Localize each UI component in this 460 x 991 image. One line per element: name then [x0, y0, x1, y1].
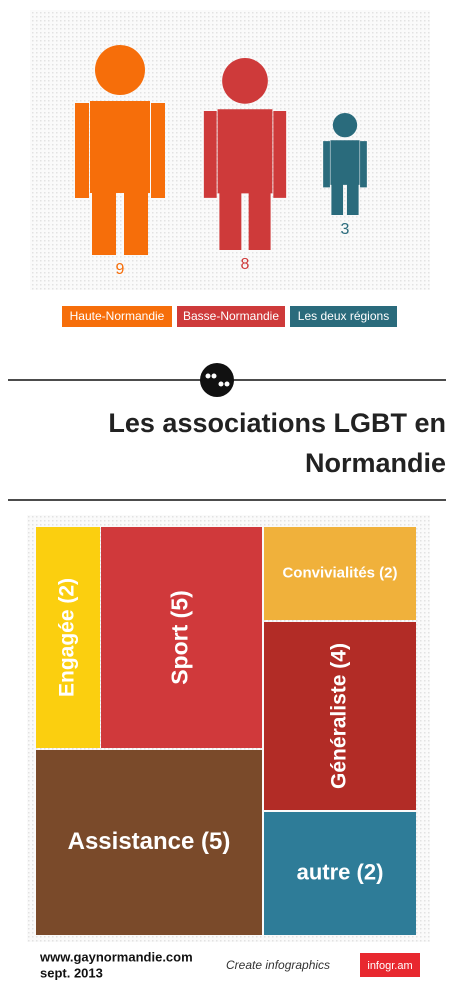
- cell-label: Généraliste (4): [328, 643, 351, 789]
- footer-brand: infogr.am: [367, 960, 412, 972]
- treemap-cell: [36, 527, 100, 748]
- treemap-cell: [264, 527, 416, 620]
- footer-site: www.gaynormandie.com: [39, 949, 193, 964]
- value-label: 9: [116, 261, 125, 278]
- person: [203, 57, 287, 250]
- legend-swatch: [177, 306, 285, 327]
- footer-date: sept. 2013: [40, 965, 103, 980]
- cell-label: Engagée (2): [56, 578, 79, 697]
- cell-label: autre (2): [297, 859, 384, 884]
- legend-label: Haute-Normandie: [70, 309, 165, 323]
- footer-credit: Create infographics: [226, 958, 330, 972]
- person: [75, 44, 165, 255]
- legend-swatch: [62, 306, 172, 327]
- brand-badge: [360, 953, 420, 977]
- legend-label: Les deux régions: [298, 309, 389, 323]
- quote-icon: [200, 363, 234, 397]
- cell-label: Sport (5): [167, 590, 193, 685]
- cell-label: Convivialités (2): [282, 564, 397, 581]
- title-line: Les associations LGBT en: [108, 408, 446, 438]
- treemap-cell: [101, 527, 262, 748]
- cell-label: Assistance (5): [68, 828, 231, 855]
- value-label: 3: [341, 221, 350, 238]
- person: [323, 112, 367, 215]
- value-label: 8: [241, 256, 250, 273]
- legend-swatch: [290, 306, 397, 327]
- treemap-cell: [36, 750, 262, 935]
- title-line: Normandie: [305, 448, 446, 478]
- quote-glyph: [205, 373, 230, 387]
- legend-label: Basse-Normandie: [183, 309, 279, 323]
- treemap-cell: [264, 812, 416, 935]
- treemap-cell: [264, 622, 416, 810]
